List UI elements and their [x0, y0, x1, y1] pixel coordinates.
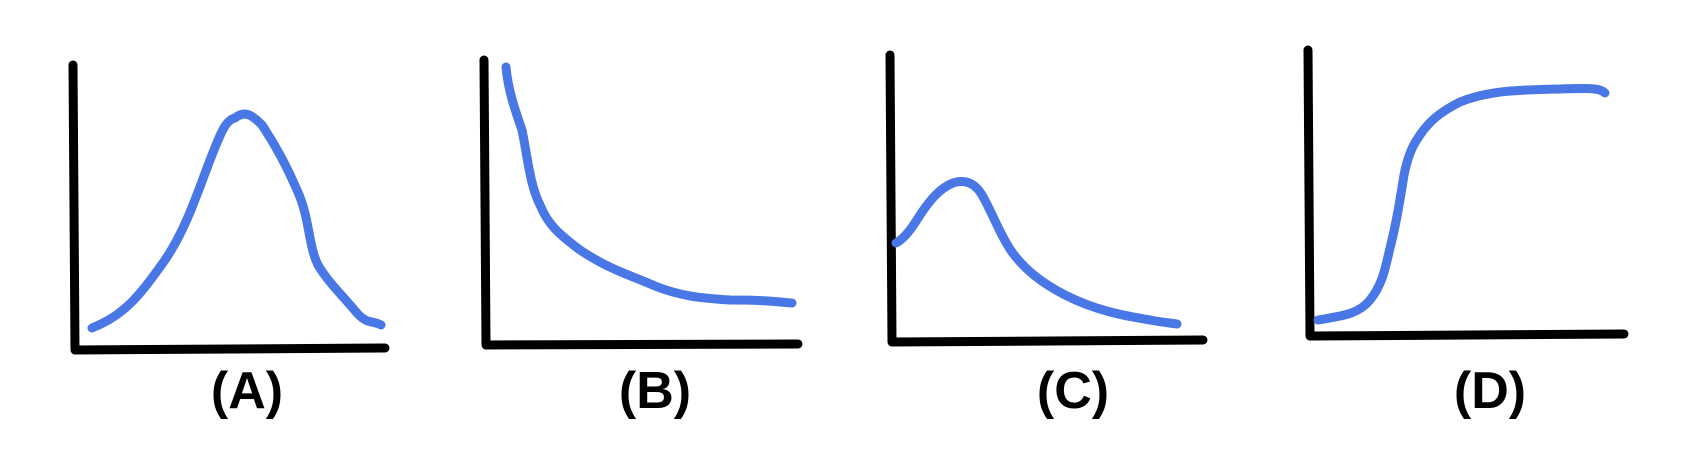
panel-a-label: (A)	[211, 362, 283, 420]
panel-a: (A)	[68, 60, 390, 420]
panel-d-label: (D)	[1454, 362, 1526, 420]
panel-d-curve	[1313, 84, 1610, 325]
panel-d: (D)	[1303, 45, 1629, 420]
panel-b-axes	[479, 55, 803, 350]
panel-c-curve	[891, 177, 1182, 329]
panel-b: (B)	[479, 55, 803, 420]
panel-c: (C)	[885, 50, 1208, 420]
panel-a-curve	[87, 109, 386, 333]
panel-c-label: (C)	[1037, 362, 1109, 420]
panel-c-axes	[885, 50, 1208, 347]
panel-a-axes	[68, 60, 390, 355]
panel-b-curve	[501, 62, 797, 308]
panel-d-axes	[1303, 45, 1629, 341]
panel-b-label: (B)	[619, 362, 691, 420]
